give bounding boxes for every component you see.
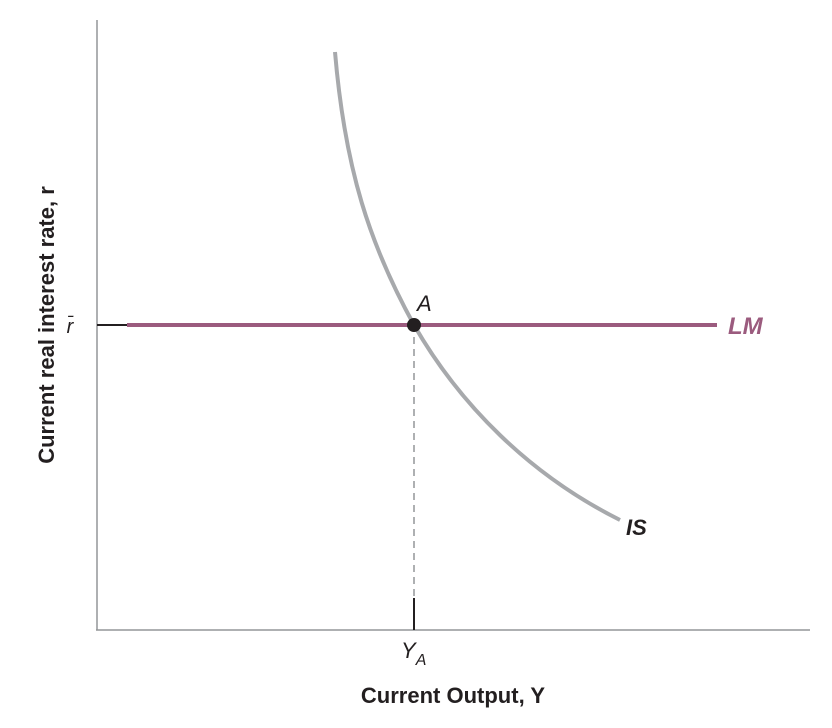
y-a-subscript: A xyxy=(415,652,427,669)
point-label: A xyxy=(415,291,432,316)
is-label: IS xyxy=(626,515,647,540)
is-curve xyxy=(333,51,621,522)
y-a-main: Y xyxy=(401,638,417,663)
x-axis-title: Current Output, Y xyxy=(361,683,545,708)
y-a-label: YA xyxy=(401,638,426,669)
lm-label: LM xyxy=(728,313,764,340)
y-axis-title: Current real interest rate, r xyxy=(34,186,59,464)
r-bar-label: r̄ xyxy=(67,315,75,338)
equilibrium-point xyxy=(407,318,421,332)
